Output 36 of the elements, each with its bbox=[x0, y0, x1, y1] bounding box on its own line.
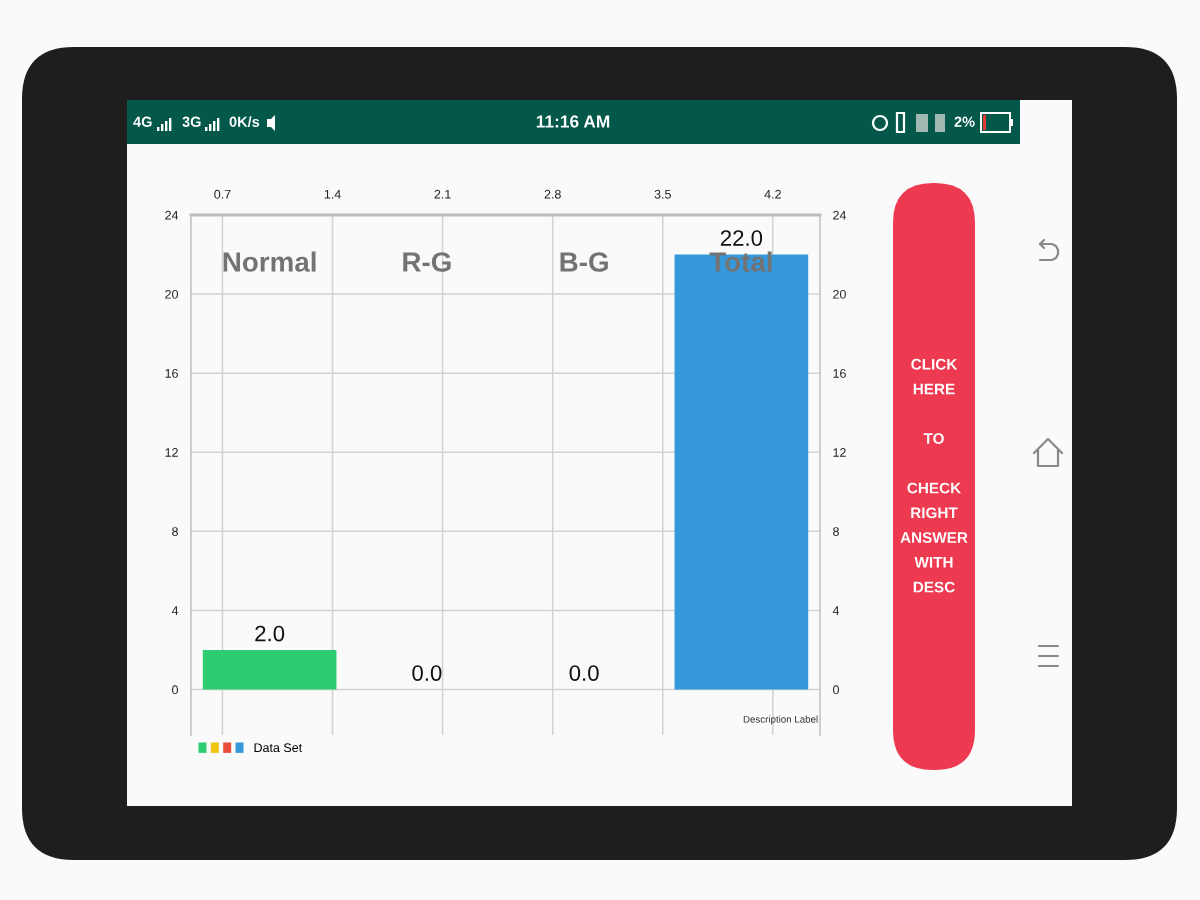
y-tick-label: 24 bbox=[165, 210, 179, 220]
annotation: Description Label bbox=[743, 715, 818, 725]
text: 2% bbox=[954, 116, 975, 127]
annotation: R-G bbox=[403, 252, 451, 272]
y2-tick-label: 8 bbox=[833, 527, 839, 536]
y-tick-label: 8 bbox=[172, 527, 178, 536]
data-label: 0.0 bbox=[569, 665, 599, 681]
annotation: Total bbox=[709, 251, 772, 272]
x-tick-label: 0.7 bbox=[214, 189, 231, 199]
text: CLICK HERE TO CHECK RIGHT ANSWER WITH DESC bbox=[900, 358, 968, 593]
y2-tick-label: 0 bbox=[832, 685, 839, 695]
x-tick-label: 2.8 bbox=[544, 189, 561, 199]
data-label: 2.0 bbox=[255, 625, 285, 642]
text: 4G bbox=[133, 116, 152, 127]
y-tick-label: 20 bbox=[165, 289, 179, 299]
annotation: B-G bbox=[560, 252, 608, 272]
legend-label: Data Set bbox=[254, 743, 303, 753]
y-tick-label: 12 bbox=[165, 448, 178, 457]
text: 3G bbox=[182, 116, 201, 127]
y2-tick-label: 20 bbox=[833, 289, 846, 299]
x-tick-label: 3.5 bbox=[654, 189, 671, 199]
text: 11:16 AM bbox=[536, 115, 610, 128]
y2-tick-label: 16 bbox=[833, 368, 846, 378]
text: 0K/s bbox=[229, 116, 260, 128]
y2-tick-label: 24 bbox=[833, 210, 847, 220]
y-tick-label: 0 bbox=[172, 685, 179, 695]
x-tick-label: 1.4 bbox=[324, 189, 341, 199]
data-label: 0.0 bbox=[412, 665, 442, 681]
annotation: Normal bbox=[223, 251, 316, 272]
x-tick-label: 2.1 bbox=[434, 189, 451, 199]
y2-tick-label: 12 bbox=[833, 448, 846, 457]
y-tick-label: 16 bbox=[165, 368, 178, 378]
x-tick-label: 4.2 bbox=[764, 189, 781, 199]
y-tick-label: 4 bbox=[171, 606, 179, 615]
y2-tick-label: 4 bbox=[832, 606, 840, 615]
data-label: 22.0 bbox=[720, 230, 763, 246]
